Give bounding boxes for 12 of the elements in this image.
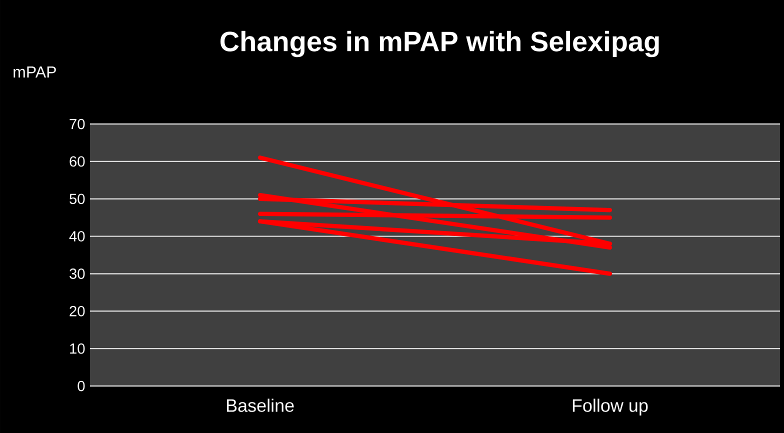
y-tick-label: 10 — [70, 343, 85, 354]
y-tick-label: 20 — [70, 306, 85, 316]
chart-title: Changes in mPAP with Selexipag — [220, 30, 659, 58]
y-tick-label: 30 — [70, 268, 85, 279]
y-axis-title: mPAP — [14, 66, 56, 78]
x-tick-label: Follow up — [572, 398, 648, 416]
y-tick-label: 60 — [70, 156, 85, 167]
y-tick-label: 50 — [70, 194, 85, 204]
y-tick-label: 70 — [70, 118, 85, 130]
x-tick-label: Baseline — [227, 398, 294, 412]
y-tick-label: 0 — [78, 380, 85, 392]
y-tick-label: 40 — [69, 231, 85, 242]
